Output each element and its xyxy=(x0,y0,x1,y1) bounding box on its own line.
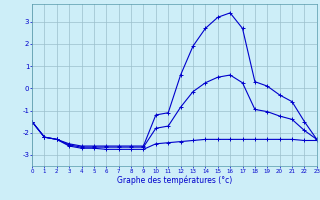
X-axis label: Graphe des températures (°c): Graphe des températures (°c) xyxy=(117,175,232,185)
